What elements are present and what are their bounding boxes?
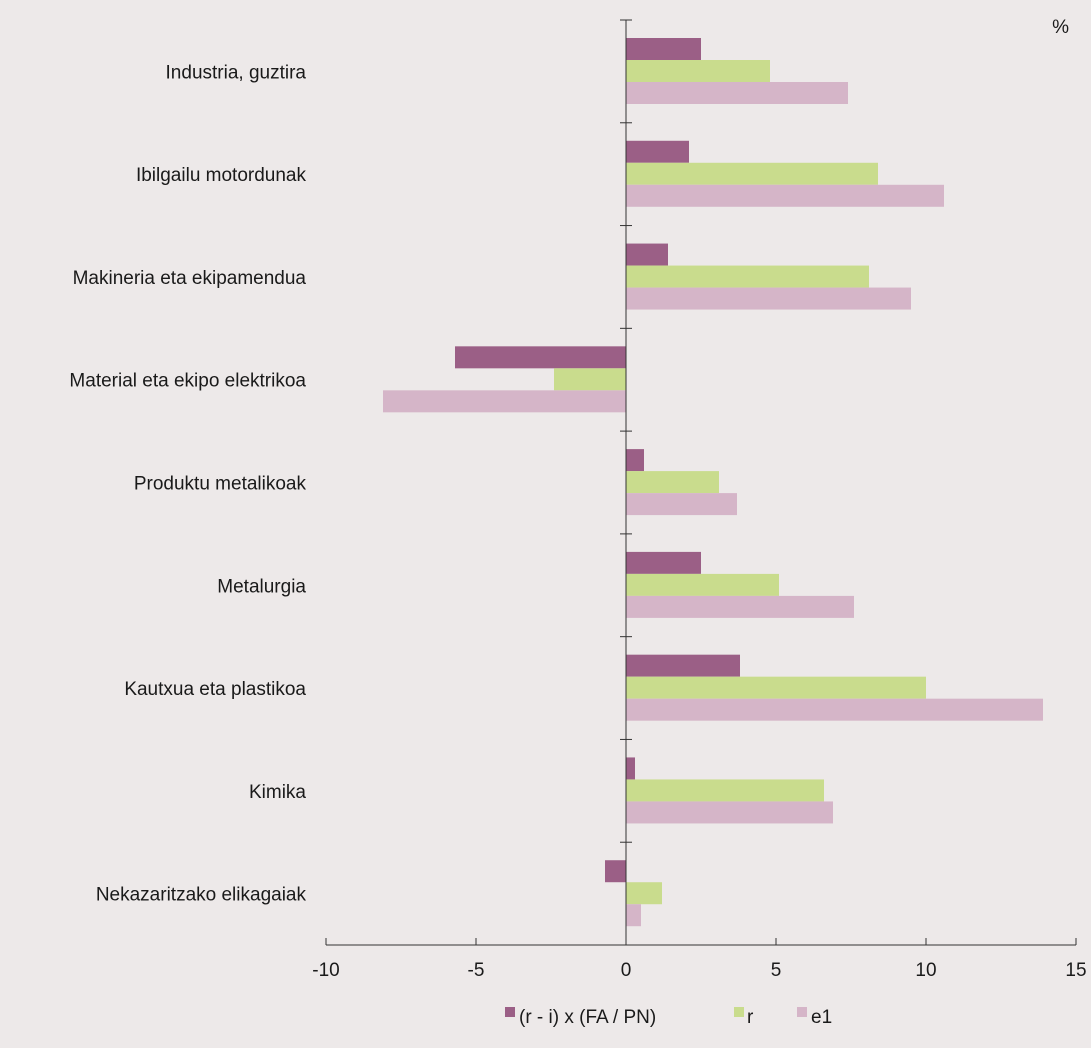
bar-makineria-eta-ekipamendua-series-2 <box>626 265 869 288</box>
category-label-kimika: Kimika <box>249 782 306 803</box>
bar-ibilgailu-motordunak-series-3 <box>626 184 944 207</box>
bar-kimika-series-1 <box>626 757 635 780</box>
category-label-industria-guztira: Industria, guztira <box>166 62 307 83</box>
bar-kautxua-eta-plastikoa-series-3 <box>626 698 1043 721</box>
bar-kautxua-eta-plastikoa-series-2 <box>626 676 926 699</box>
bar-nekazaritzako-elikagaiak-series-2 <box>626 882 662 905</box>
legend-swatch-series-2 <box>734 1007 744 1017</box>
bar-nekazaritzako-elikagaiak-series-3 <box>626 904 641 927</box>
bar-ibilgailu-motordunak-series-1 <box>626 140 689 163</box>
bars-layer <box>383 38 1043 927</box>
bar-produktu-metalikoak-series-2 <box>626 471 719 494</box>
bar-metalurgia-series-1 <box>626 551 701 574</box>
x-tick-label: -10 <box>312 960 339 981</box>
bar-ibilgailu-motordunak-series-2 <box>626 162 878 185</box>
bar-material-eta-ekipo-elektrikoa-series-3 <box>383 390 626 413</box>
unit-label: % <box>1052 17 1069 38</box>
legend: (r - i) x (FA / PN) r e1 <box>505 1007 832 1028</box>
bar-produktu-metalikoak-series-1 <box>626 449 644 472</box>
category-label-nekazaritzako-elikagaiak: Nekazaritzako elikagaiak <box>96 885 307 906</box>
category-label-material-eta-ekipo-elektrikoa: Material eta ekipo elektrikoa <box>69 371 306 392</box>
bar-kautxua-eta-plastikoa-series-1 <box>626 654 740 677</box>
bar-industria-guztira-series-1 <box>626 38 701 60</box>
x-tick-label: 15 <box>1065 960 1086 981</box>
x-tick-label: 5 <box>771 960 782 981</box>
labels-layer: Industria, guztira Ibilgailu motordunak Ma… <box>69 62 1086 981</box>
bar-material-eta-ekipo-elektrikoa-series-1 <box>455 346 626 369</box>
x-tick-label: 0 <box>621 960 632 981</box>
bar-material-eta-ekipo-elektrikoa-series-2 <box>554 368 626 391</box>
legend-swatch-series-3 <box>797 1007 807 1017</box>
bar-makineria-eta-ekipamendua-series-1 <box>626 243 668 266</box>
legend-swatch-series-1 <box>505 1007 515 1017</box>
category-label-ibilgailu-motordunak: Ibilgailu motordunak <box>136 165 307 186</box>
category-label-metalurgia: Metalurgia <box>217 576 306 597</box>
legend-label-series-3: e1 <box>811 1007 832 1028</box>
bar-industria-guztira-series-3 <box>626 82 848 104</box>
bar-produktu-metalikoak-series-3 <box>626 493 737 516</box>
bar-industria-guztira-series-2 <box>626 60 770 82</box>
category-label-kautxua-eta-plastikoa: Kautxua eta plastikoa <box>124 679 306 700</box>
x-tick-label: -5 <box>468 960 485 981</box>
legend-label-series-1: (r - i) x (FA / PN) <box>519 1007 656 1028</box>
legend-label-series-2: r <box>747 1007 754 1028</box>
bar-nekazaritzako-elikagaiak-series-1 <box>605 860 626 883</box>
axes-layer <box>325 19 1077 946</box>
x-tick-label: 10 <box>915 960 936 981</box>
category-label-produktu-metalikoak: Produktu metalikoak <box>134 474 307 495</box>
bar-makineria-eta-ekipamendua-series-3 <box>626 287 911 310</box>
category-label-makineria-eta-ekipamendua: Makineria eta ekipamendua <box>73 268 307 289</box>
bar-metalurgia-series-2 <box>626 573 779 596</box>
bar-kimika-series-2 <box>626 779 824 802</box>
bar-kimika-series-3 <box>626 801 833 824</box>
bar-metalurgia-series-3 <box>626 595 854 618</box>
